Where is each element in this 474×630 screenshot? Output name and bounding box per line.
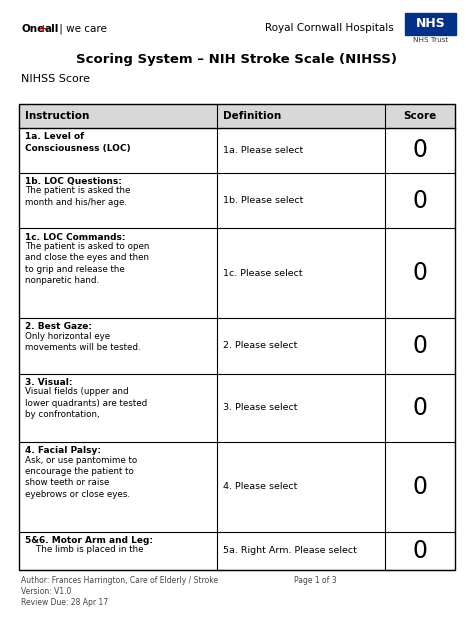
Text: Version: V1.0: Version: V1.0 (21, 587, 72, 596)
Bar (19, 104, 455, 128)
Bar (405, 13, 456, 35)
Text: 4. Please select: 4. Please select (223, 483, 298, 491)
Text: 0: 0 (413, 539, 428, 563)
Text: Ask, or use pantomime to
encourage the patient to
show teeth or raise
eyebrows o: Ask, or use pantomime to encourage the p… (25, 455, 137, 499)
Text: 0: 0 (413, 261, 428, 285)
Text: 1b. LOC Questions:: 1b. LOC Questions: (25, 177, 121, 186)
Text: 5&6. Motor Arm and Leg:: 5&6. Motor Arm and Leg: (25, 536, 153, 545)
Text: 2. Best Gaze:: 2. Best Gaze: (25, 323, 91, 331)
Text: 4. Facial Palsy:: 4. Facial Palsy: (25, 447, 100, 455)
Text: Visual fields (upper and
lower quadrants) are tested
by confrontation,: Visual fields (upper and lower quadrants… (25, 387, 147, 419)
Text: Review Due: 28 Apr 17: Review Due: 28 Apr 17 (21, 598, 109, 607)
Text: 0: 0 (413, 139, 428, 163)
Text: The patient is asked to open
and close the eyes and then
to grip and release the: The patient is asked to open and close t… (25, 242, 149, 285)
Text: 0: 0 (413, 475, 428, 499)
Text: NIHSS Score: NIHSS Score (21, 74, 91, 84)
Text: 1a. Please select: 1a. Please select (223, 146, 303, 155)
Text: | we care: | we care (56, 24, 107, 35)
Text: NHS Trust: NHS Trust (413, 37, 448, 43)
Text: Author: Frances Harrington, Care of Elderly / Stroke: Author: Frances Harrington, Care of Elde… (21, 576, 219, 585)
Text: all: all (44, 24, 58, 34)
Text: The patient is asked the
month and his/her age.: The patient is asked the month and his/h… (25, 186, 130, 207)
Text: Only horizontal eye
movements will be tested.: Only horizontal eye movements will be te… (25, 331, 140, 352)
Text: 0: 0 (413, 334, 428, 358)
Text: 3. Visual:: 3. Visual: (25, 378, 72, 387)
Text: 0: 0 (413, 396, 428, 420)
Text: Page 1 of 3: Page 1 of 3 (294, 576, 337, 585)
Text: +: + (39, 24, 47, 34)
Text: 2. Please select: 2. Please select (223, 341, 298, 350)
Text: Instruction: Instruction (25, 111, 89, 121)
Text: Scoring System – NIH Stroke Scale (NIHSS): Scoring System – NIH Stroke Scale (NIHSS… (76, 53, 398, 66)
Text: Definition: Definition (223, 111, 281, 121)
Text: Score: Score (403, 111, 437, 121)
Bar (19, 104, 455, 570)
Text: 3. Please select: 3. Please select (223, 403, 298, 412)
Text: 1c. Please select: 1c. Please select (223, 268, 303, 278)
Text: Royal Cornwall Hospitals: Royal Cornwall Hospitals (265, 23, 394, 33)
Text: The limb is placed in the: The limb is placed in the (25, 545, 143, 554)
Text: 5a. Right Arm. Please select: 5a. Right Arm. Please select (223, 546, 357, 556)
Text: NHS: NHS (416, 18, 446, 30)
Text: 1b. Please select: 1b. Please select (223, 196, 303, 205)
Text: 0: 0 (413, 188, 428, 212)
Text: One: One (21, 24, 45, 34)
Text: 1c. LOC Commands:: 1c. LOC Commands: (25, 232, 125, 242)
Text: 1a. Level of
Consciousness (LOC): 1a. Level of Consciousness (LOC) (25, 132, 130, 152)
